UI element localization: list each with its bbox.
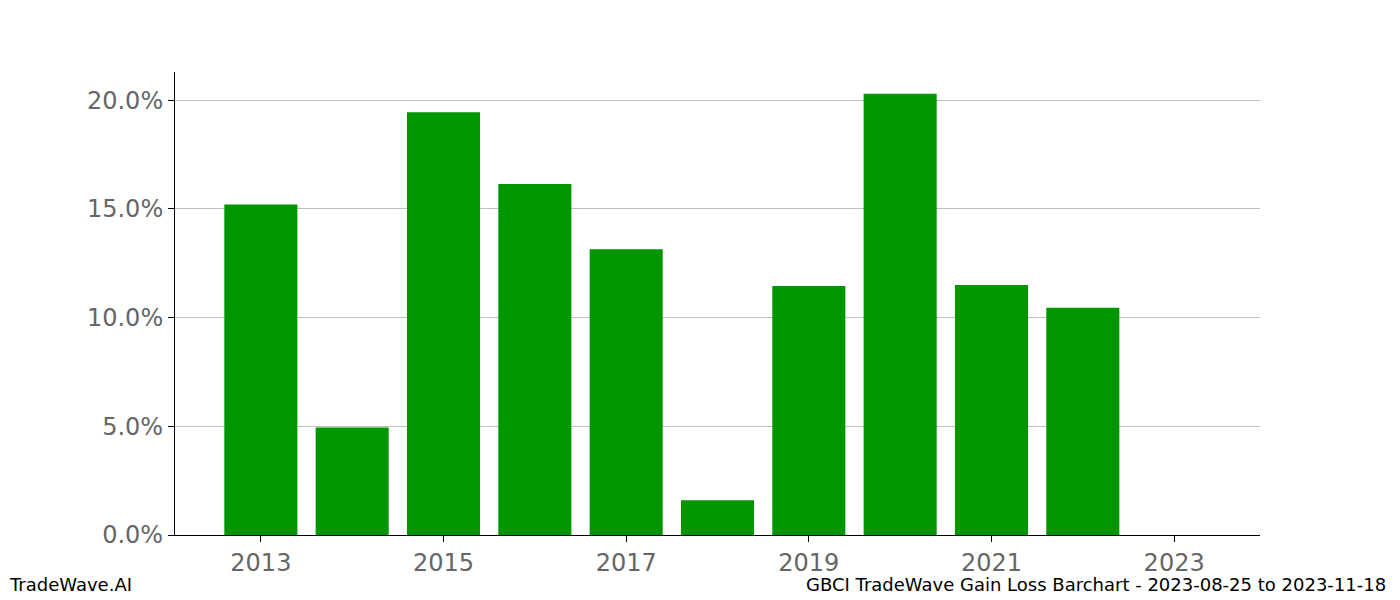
svg-text:2023: 2023 <box>1144 549 1205 577</box>
svg-text:2015: 2015 <box>413 549 474 577</box>
svg-text:TradeWave.AI: TradeWave.AI <box>9 574 132 595</box>
svg-text:0.0%: 0.0% <box>102 521 163 549</box>
svg-text:2017: 2017 <box>596 549 657 577</box>
svg-text:GBCI TradeWave Gain Loss Barch: GBCI TradeWave Gain Loss Barchart - 2023… <box>806 574 1386 595</box>
svg-text:2021: 2021 <box>961 549 1022 577</box>
svg-text:15.0%: 15.0% <box>87 195 163 223</box>
svg-text:10.0%: 10.0% <box>87 304 163 332</box>
svg-text:20.0%: 20.0% <box>87 87 163 115</box>
svg-text:2019: 2019 <box>778 549 839 577</box>
svg-text:2013: 2013 <box>230 549 291 577</box>
svg-text:5.0%: 5.0% <box>102 413 163 441</box>
